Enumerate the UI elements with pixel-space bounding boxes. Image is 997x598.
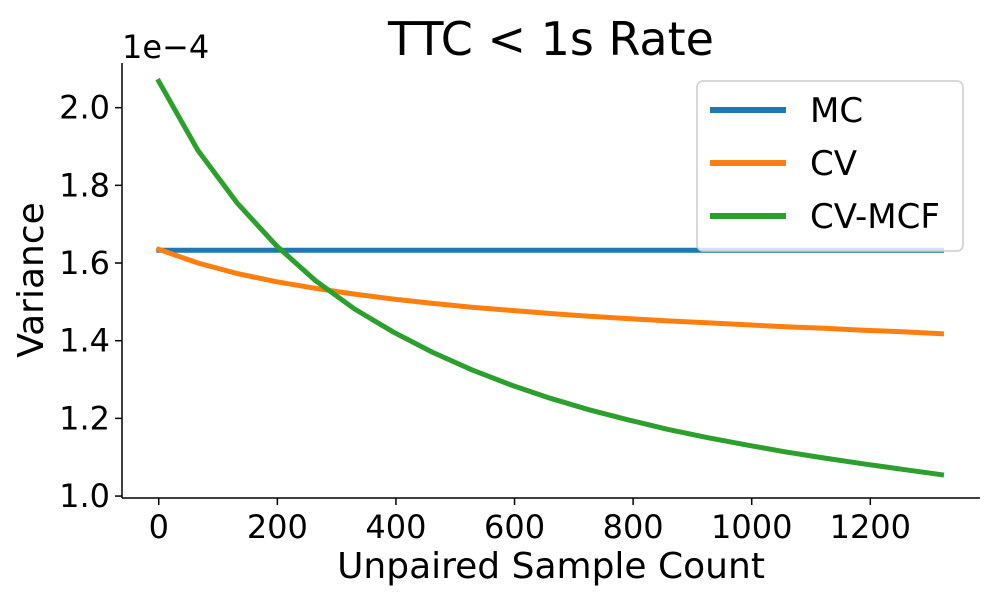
x-tick-label: 400 [365,508,426,546]
chart-title: TTC < 1s Rate [387,12,714,66]
legend-frame [696,80,964,252]
legend-label-cv: CV [810,144,857,184]
series-line-cv-mcf [155,77,945,478]
x-tick-label: 1000 [711,508,792,546]
x-tick-label: 200 [247,508,308,546]
y-tick-label: 1.4 [59,322,110,360]
y-offset-label: 1e−4 [122,28,209,66]
y-tick-label: 1.2 [59,399,110,437]
y-tick-label: 1.8 [59,166,110,204]
x-tick-label: 1200 [830,508,911,546]
y-tick-label: 1.6 [59,244,110,282]
legend: MC CV CV-MCF [696,80,964,252]
y-ticks: 1.0 1.2 1.4 1.6 1.8 2.0 [59,89,122,515]
y-tick-label: 2.0 [59,89,110,127]
legend-label-cv-mcf: CV-MCF [810,197,940,237]
x-ticks: 0 200 400 600 800 1000 1200 [149,498,911,546]
series-line-cv [155,246,945,337]
y-axis-label: Variance [11,202,52,358]
x-tick-label: 0 [149,508,169,546]
x-axis-label: Unpaired Sample Count [337,546,765,587]
x-tick-label: 800 [603,508,664,546]
x-tick-label: 600 [484,508,545,546]
y-tick-label: 1.0 [59,477,110,515]
legend-label-mc: MC [810,91,863,131]
